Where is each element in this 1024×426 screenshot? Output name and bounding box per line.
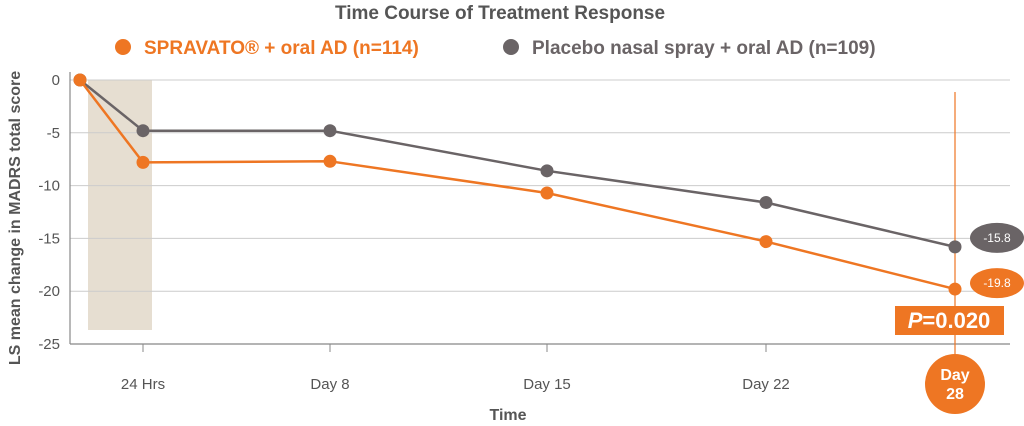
p-value-number: =0.020 [922,308,990,333]
p-value-symbol: P [908,308,923,333]
y-tick-label: 0 [52,72,60,89]
series-group [73,73,962,296]
x-axis-label: Time [489,407,526,424]
series-line-placebo [79,79,956,249]
y-axis-label: LS mean change in MADRS total score [7,71,24,365]
data-point-spravato [136,155,150,169]
end-value-label-placebo: -15.8 [983,231,1011,245]
y-tick-label: -15 [38,230,60,247]
day28-tick-label-line2: 28 [946,386,964,403]
x-tick-label: Day 22 [742,376,790,393]
legend-label-placebo: Placebo nasal spray + oral AD (n=109) [532,38,876,59]
legend-marker-spravato [115,39,131,55]
x-tick-label: 24 Hrs [121,376,165,393]
data-point-spravato [323,154,337,168]
y-tick-label: -25 [38,336,60,353]
day28-tick-circle [925,354,985,414]
data-point-placebo [759,195,773,209]
end-value-label-spravato: -19.8 [983,276,1011,290]
p-value-label: P=0.020 [908,308,991,333]
end-value-badges: -19.8 -15.8 [970,222,1024,299]
data-point-spravato [540,186,554,200]
data-point-spravato [759,235,773,249]
end-badge-spravato [970,268,1024,299]
x-axis: 24 Hrs Day 8 Day 15 Day 22 Day 28 [70,92,1010,414]
data-point-placebo [323,124,337,138]
y-tick-label: -10 [38,178,60,195]
y-axis: 0 -5 -10 -15 -20 -25 [38,72,71,353]
grid-lines [70,79,1010,345]
end-badge-placebo [970,222,1024,253]
data-point-placebo [540,164,554,178]
x-tick-label: Day 15 [523,376,571,393]
chart-title: Time Course of Treatment Response [335,3,665,24]
p-value-box [895,306,1004,335]
y-tick-label: -5 [47,125,60,142]
day28-tick-label-line1: Day [940,367,969,384]
data-point-spravato [73,73,87,87]
legend-label-spravato: SPRAVATO® + oral AD (n=114) [144,38,419,59]
data-point-placebo [136,124,150,138]
y-tick-label: -20 [38,283,60,300]
data-point-spravato [948,282,962,296]
shaded-first-day-band [88,80,152,330]
legend-marker-placebo [503,39,519,55]
series-line-spravato [79,79,956,291]
data-point-placebo [948,240,962,254]
x-tick-label: Day 8 [310,376,349,393]
